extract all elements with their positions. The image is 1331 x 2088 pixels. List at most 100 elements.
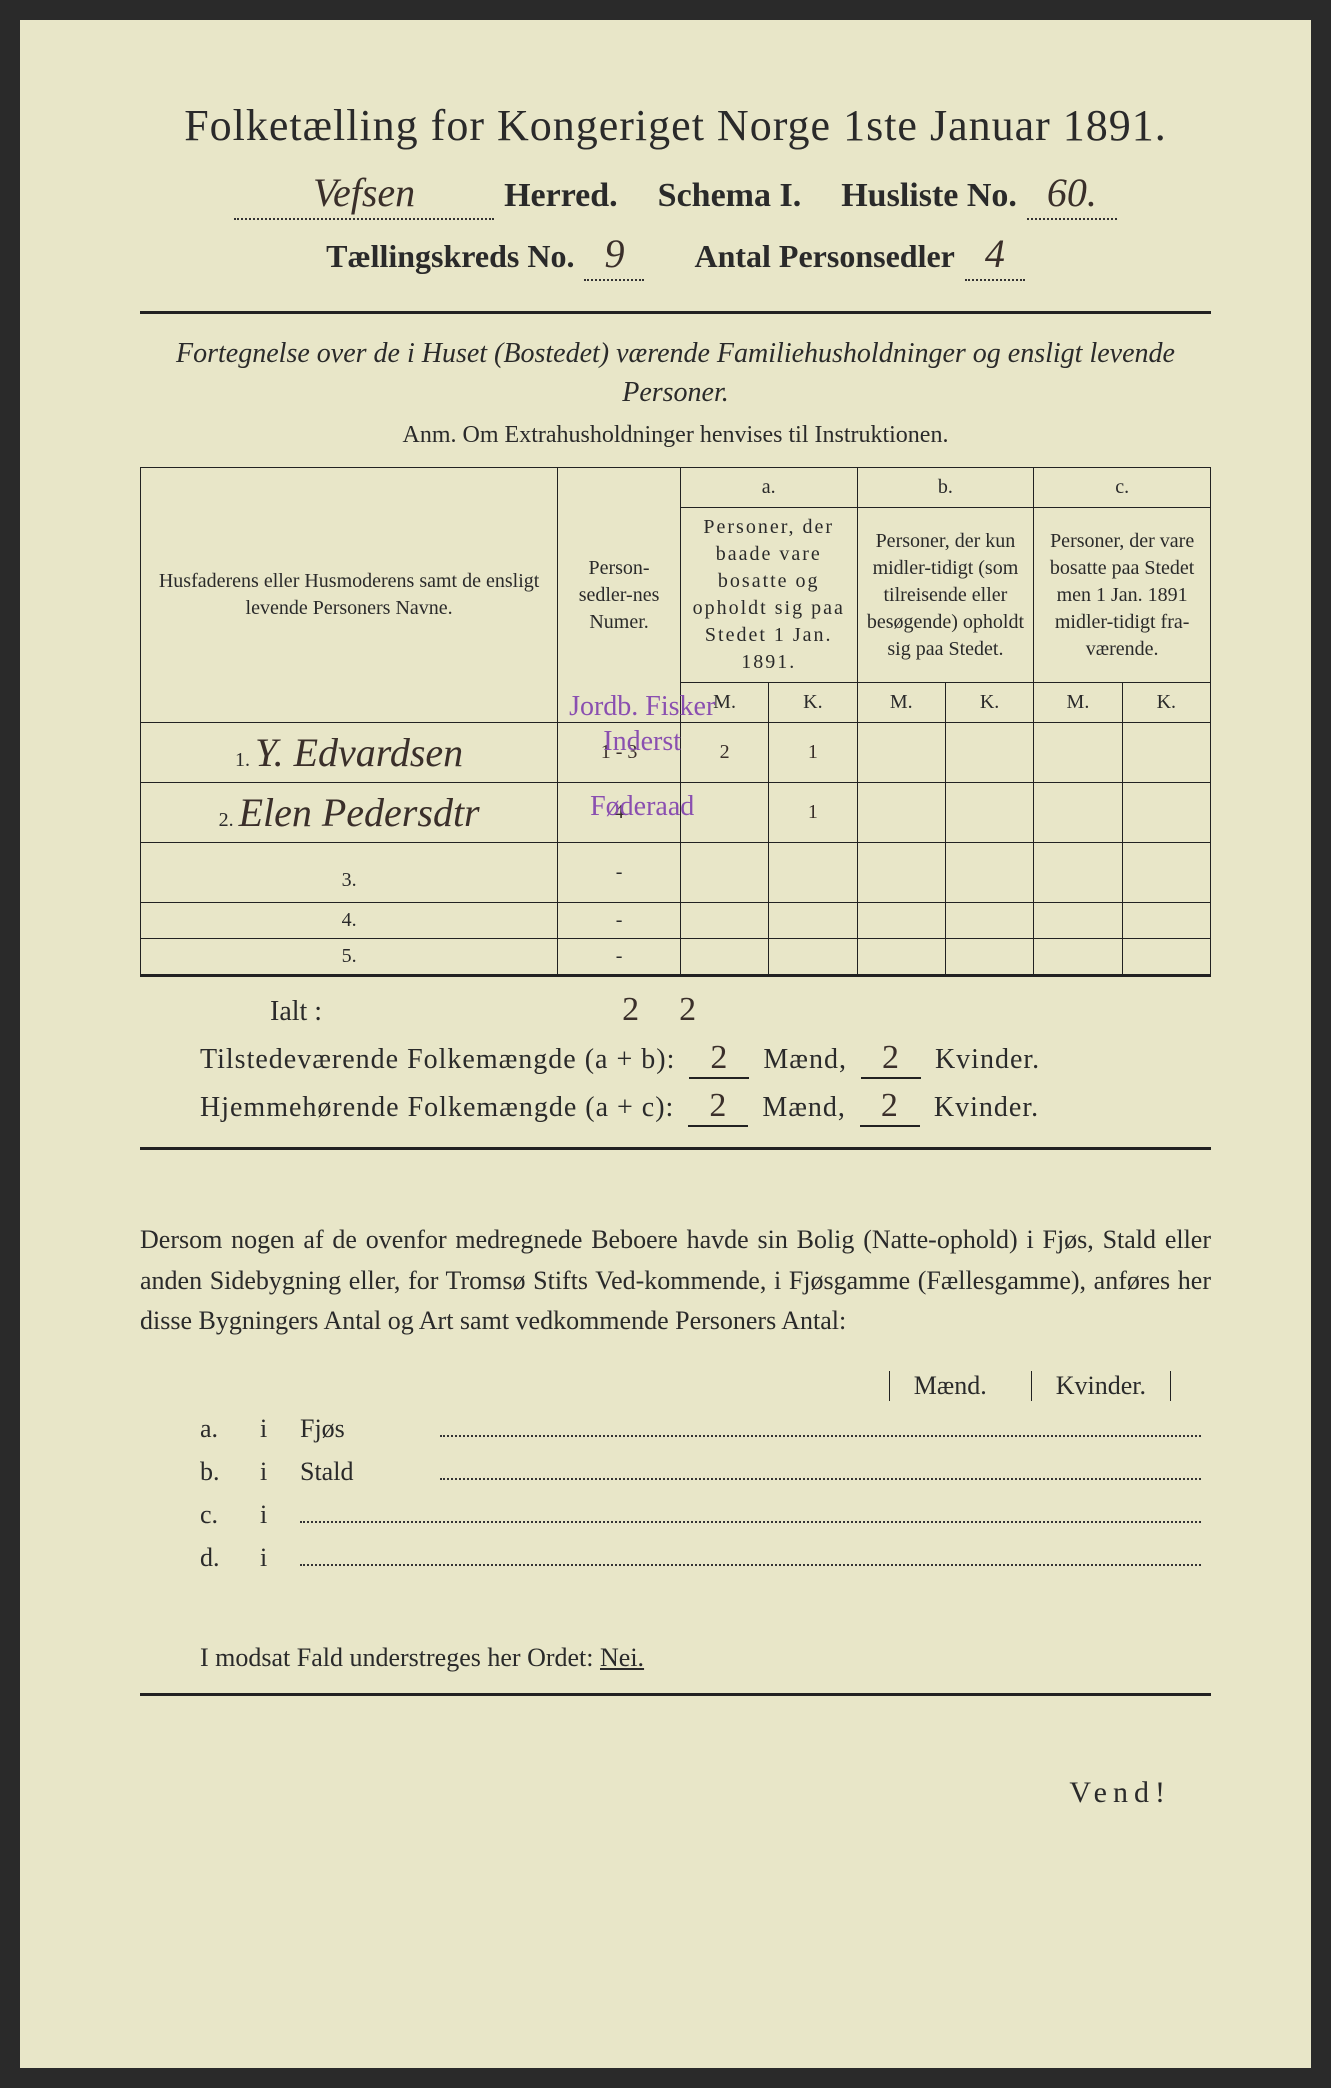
ob-idx: d. [200, 1543, 260, 1573]
outbuilding-row: d. i [200, 1540, 1211, 1573]
outbuilding-row: b. i Stald [200, 1454, 1211, 1487]
census-form-page: Folketælling for Kongeriget Norge 1ste J… [20, 20, 1311, 2068]
row-cm [1034, 843, 1122, 903]
row-bm [857, 723, 945, 783]
summary1-k: 2 [861, 1039, 921, 1079]
census-table: Husfaderens eller Husmoderens samt de en… [140, 467, 1211, 977]
herred-label: Herred. [504, 177, 618, 215]
ialt-row: Ialt : 2 2 [270, 991, 1211, 1029]
ob-i: i [260, 1543, 300, 1573]
row-index: 5. [342, 945, 357, 967]
row-ak [769, 843, 857, 903]
maend-label: Mænd, [762, 1092, 846, 1123]
col-b-label: b. [857, 468, 1034, 508]
kvinder-label: Kvinder. [934, 1092, 1039, 1123]
row-am [680, 843, 768, 903]
row-ak [769, 903, 857, 939]
kvinder-header: Kvinder. [1031, 1371, 1171, 1401]
row-bm [857, 783, 945, 843]
row-bk [945, 843, 1033, 903]
vend-label: Vend! [140, 1776, 1211, 1810]
outbuilding-paragraph: Dersom nogen af de ovenfor medregnede Be… [140, 1220, 1211, 1341]
row-name-cell: 1. Y. Edvardsen Jordb. Fisker Inderst [141, 723, 558, 783]
page-title: Folketælling for Kongeriget Norge 1ste J… [140, 100, 1211, 151]
row-ak [769, 939, 857, 976]
row-bk [945, 903, 1033, 939]
row-ak: 1 [769, 723, 857, 783]
husliste-label: Husliste No. [841, 177, 1017, 215]
summary-line-1: Tilstedeværende Folkemængde (a + b): 2 M… [200, 1039, 1211, 1079]
maend-header: Mænd. [889, 1371, 1011, 1401]
row-cm [1034, 903, 1122, 939]
outbuildings-list: a. i Fjøs b. i Stald c. i d. i [200, 1411, 1211, 1573]
row-num: - [558, 903, 681, 939]
kreds-value: 9 [584, 230, 644, 281]
col-c-k: K. [1122, 683, 1210, 723]
table-row: 2. Elen Pedersdtr Føderaad 4 1 [141, 783, 1211, 843]
row-ck [1122, 783, 1210, 843]
husliste-value: 60. [1027, 169, 1117, 220]
row-index: 3. [342, 869, 357, 891]
row-bm [857, 903, 945, 939]
divider [140, 1147, 1211, 1150]
ob-i: i [260, 1500, 300, 1530]
annotation-note: Anm. Om Extrahusholdninger henvises til … [140, 422, 1211, 449]
nei-word: Nei. [600, 1643, 644, 1672]
nei-pre: I modsat Fald understreges her Ordet: [200, 1643, 600, 1672]
outbuilding-row: c. i [200, 1497, 1211, 1530]
col-b-k: K. [945, 683, 1033, 723]
divider [140, 1693, 1211, 1696]
summary1-label: Tilstedeværende Folkemængde (a + b): [200, 1044, 675, 1075]
table-row: 3. - [141, 843, 1211, 903]
outbuilding-row: a. i Fjøs [200, 1411, 1211, 1444]
maend-label: Mænd, [763, 1044, 847, 1075]
row-bk [945, 783, 1033, 843]
row-cm [1034, 783, 1122, 843]
header-row-1: Vefsen Herred. Schema I. Husliste No. 60… [140, 169, 1211, 220]
dotted-line [300, 1497, 1201, 1523]
col-a-desc: Personer, der baade vare bosatte og opho… [680, 508, 857, 683]
dotted-line [440, 1454, 1201, 1480]
ob-name: Stald [300, 1457, 440, 1487]
nei-line: I modsat Fald understreges her Ordet: Ne… [200, 1643, 1211, 1673]
table-row: 4. - [141, 903, 1211, 939]
row-bm [857, 939, 945, 976]
row-am [680, 903, 768, 939]
row-num: - [558, 843, 681, 903]
row-name-cell: 4. [141, 903, 558, 939]
ob-name: Fjøs [300, 1414, 440, 1444]
ialt-label: Ialt : [270, 996, 322, 1028]
summary1-m: 2 [689, 1039, 749, 1079]
ob-idx: a. [200, 1414, 260, 1444]
col-header-num: Person-sedler-nes Numer. [558, 468, 681, 723]
row-name-cell: 3. [141, 843, 558, 903]
ob-i: i [260, 1457, 300, 1487]
col-a-k: K. [769, 683, 857, 723]
col-c-desc: Personer, der vare bosatte paa Stedet me… [1034, 508, 1211, 683]
antal-label: Antal Personsedler [694, 238, 954, 275]
row-name-cell: 5. [141, 939, 558, 976]
row-index: 1. [235, 749, 250, 771]
ialt-m: 2 [622, 991, 639, 1029]
row-bk [945, 939, 1033, 976]
col-b-desc: Personer, der kun midler-tidigt (som til… [857, 508, 1034, 683]
row-ak: 1 [769, 783, 857, 843]
herred-value: Vefsen [234, 169, 494, 220]
table-wrapper: Husfaderens eller Husmoderens samt de en… [140, 467, 1211, 977]
table-row: 1. Y. Edvardsen Jordb. Fisker Inderst 1 … [141, 723, 1211, 783]
margin-note: Føderaad [567, 789, 717, 824]
mk-column-header: Mænd. Kvinder. [140, 1371, 1211, 1401]
margin-note: Jordb. Fisker Inderst [567, 689, 717, 759]
table-row: 5. - [141, 939, 1211, 976]
row-ck [1122, 843, 1210, 903]
col-header-names-text: Husfaderens eller Husmoderens samt de en… [159, 570, 539, 619]
row-name: Y. Edvardsen [255, 730, 463, 775]
ob-idx: b. [200, 1457, 260, 1487]
col-a-label: a. [680, 468, 857, 508]
col-a-text: Personer, der baade vare bosatte og opho… [693, 516, 845, 673]
summary-line-2: Hjemmehørende Folkemængde (a + c): 2 Mæn… [200, 1087, 1211, 1127]
summary2-label: Hjemmehørende Folkemængde (a + c): [200, 1092, 674, 1123]
row-name: Elen Pedersdtr [239, 790, 480, 835]
row-num: - [558, 939, 681, 976]
row-ck [1122, 723, 1210, 783]
